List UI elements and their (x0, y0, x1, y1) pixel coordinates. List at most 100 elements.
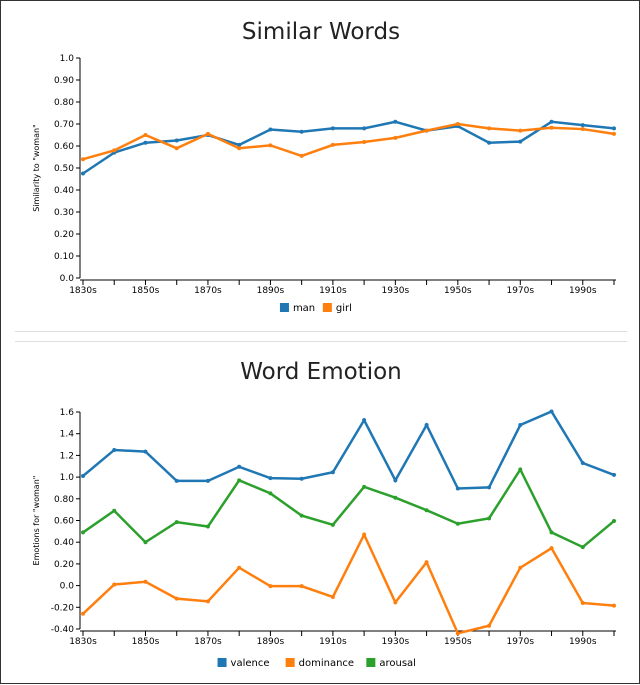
data-point-valence (455, 486, 460, 491)
x-tick-label: 1970s (506, 637, 534, 647)
x-tick-label: 1950s (444, 637, 472, 647)
y-tick-label: 0.10 (54, 252, 74, 262)
legend-swatch-valence (217, 658, 227, 667)
data-point-dominance (112, 582, 117, 587)
data-point-dominance (143, 579, 148, 584)
x-tick-label: 1930s (382, 286, 410, 296)
data-point-arousal (393, 495, 398, 500)
chart-title-similar-words: Similar Words (241, 19, 401, 45)
x-tick-label: 1830s (69, 637, 97, 647)
series-line-arousal (82, 466, 615, 549)
y-tick-label: 0.40 (54, 186, 74, 196)
x-tick-label: 1890s (257, 286, 285, 296)
x-tick-label: 1910s (319, 637, 347, 647)
data-point-dominance (487, 623, 492, 628)
data-point-arousal (424, 508, 429, 513)
data-point-dominance (549, 546, 554, 551)
y-tick-label: 0.80 (54, 495, 74, 505)
data-point-valence (580, 460, 585, 465)
data-point-man (580, 123, 585, 128)
legend-swatch-girl (322, 303, 332, 312)
data-point-arousal (455, 521, 460, 526)
data-point-arousal (299, 513, 304, 518)
x-tick-label: 1830s (69, 286, 97, 296)
data-point-arousal (112, 508, 117, 513)
data-point-girl (455, 122, 460, 126)
y-tick-label: 0.70 (54, 120, 74, 130)
data-point-arousal (81, 530, 85, 535)
y-tick-label: 0.60 (54, 142, 74, 152)
data-point-girl (237, 146, 242, 151)
legend-label-valence: valence (231, 658, 270, 669)
data-point-girl (612, 131, 616, 136)
data-point-arousal (612, 519, 616, 524)
x-tick-label: 1870s (194, 286, 222, 296)
data-point-valence (299, 476, 304, 481)
data-point-girl (393, 135, 398, 140)
x-tick-label: 1950s (444, 286, 472, 296)
data-point-arousal (549, 530, 554, 535)
divider (15, 331, 627, 332)
series-line-man (82, 120, 615, 175)
data-point-valence (362, 418, 367, 423)
data-point-valence (612, 472, 616, 477)
data-point-dominance (81, 611, 85, 616)
data-point-man (518, 139, 523, 144)
y-tick-label: -0.40 (51, 625, 75, 635)
data-point-arousal (362, 484, 367, 489)
x-tick-label: 1870s (194, 637, 222, 647)
series-line-girl (82, 122, 615, 161)
x-tick-label: 1930s (382, 637, 410, 647)
data-point-valence (112, 447, 117, 452)
data-point-valence (393, 478, 398, 483)
data-point-girl (580, 127, 585, 132)
y-tick-label: -0.20 (51, 603, 75, 613)
data-point-valence (205, 478, 210, 483)
data-point-girl (549, 125, 554, 130)
data-point-man (393, 119, 398, 124)
data-point-dominance (299, 584, 304, 589)
data-point-arousal (580, 545, 585, 550)
y-tick-label: 0.0 (60, 582, 75, 592)
data-point-valence (549, 409, 554, 414)
data-point-man (330, 126, 335, 131)
data-point-valence (424, 423, 429, 428)
legend-swatch-man (279, 303, 289, 312)
data-point-arousal (205, 524, 210, 529)
data-point-dominance (205, 599, 210, 604)
y-tick-label: 0.20 (54, 230, 74, 240)
y-tick-label: 0.80 (54, 98, 74, 108)
y-tick-label: 1.0 (60, 54, 75, 64)
divider (15, 341, 627, 342)
legend-swatch-arousal (366, 658, 376, 667)
y-axis-label: Emotions for "woman" (32, 476, 41, 566)
data-point-dominance (455, 631, 460, 636)
data-point-girl (143, 133, 148, 137)
y-tick-label: 1.0 (60, 473, 75, 483)
data-point-girl (330, 142, 335, 147)
legend-swatch-dominance (285, 658, 295, 667)
data-point-arousal (518, 467, 523, 472)
data-point-dominance (393, 600, 398, 605)
data-point-arousal (143, 540, 148, 545)
data-point-valence (81, 474, 85, 479)
data-point-man (143, 140, 148, 145)
data-point-man (268, 127, 273, 132)
data-point-girl (174, 146, 179, 151)
data-point-valence (330, 470, 335, 475)
series-line-dominance (82, 531, 615, 635)
y-tick-label: 0.0 (60, 274, 75, 284)
data-point-man (299, 129, 304, 134)
x-tick-label: 1910s (319, 286, 347, 296)
data-point-girl (487, 126, 492, 131)
data-point-girl (81, 157, 85, 162)
y-tick-label: 0.40 (54, 538, 74, 548)
data-point-dominance (518, 565, 523, 570)
data-point-dominance (237, 565, 242, 570)
data-point-man (174, 138, 179, 143)
data-point-valence (174, 478, 179, 483)
x-tick-label: 1850s (132, 286, 160, 296)
legend-label-man: man (293, 303, 315, 314)
